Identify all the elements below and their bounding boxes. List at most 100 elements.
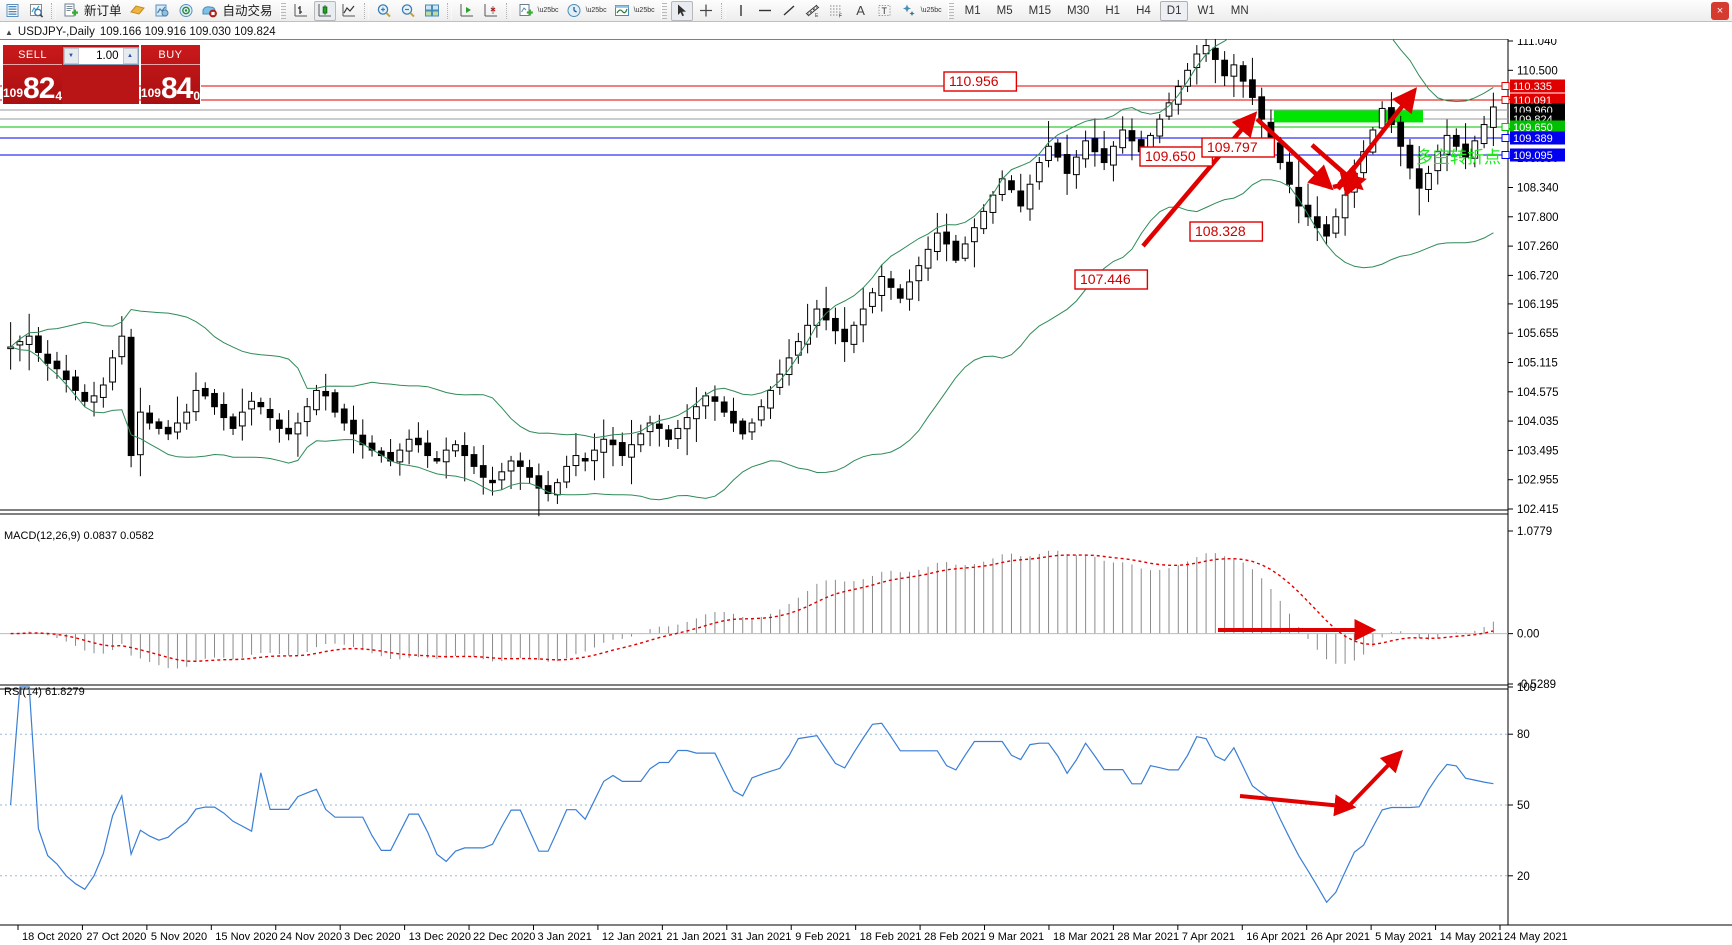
price-tick-label: 102.415 <box>1517 504 1559 516</box>
candle <box>248 400 255 410</box>
candle <box>452 444 459 452</box>
toolbar-grip[interactable] <box>279 2 286 19</box>
volume-stepper[interactable]: ▼ 1.00 ▲ <box>62 45 139 104</box>
fibonacci-icon[interactable]: F <box>826 1 848 21</box>
candle <box>971 227 978 243</box>
candle <box>1434 151 1442 172</box>
line-chart-icon[interactable] <box>338 1 360 21</box>
volume-value[interactable]: 1.00 <box>96 50 119 62</box>
close-icon[interactable]: × <box>1711 1 1729 20</box>
candle <box>655 423 663 429</box>
candle <box>1045 145 1052 161</box>
timeframe-d1[interactable]: D1 <box>1159 0 1189 21</box>
toolbar-grip-2[interactable] <box>660 2 667 19</box>
candle <box>989 194 997 213</box>
cursor-icon[interactable] <box>670 0 693 21</box>
timeframe-m1[interactable]: M1 <box>964 4 981 17</box>
rsi-label-group: RSI(14) 61.8279 <box>4 686 85 698</box>
chart-shift-icon[interactable] <box>480 1 502 21</box>
timeframe-m15[interactable]: M15 <box>1028 4 1051 17</box>
bar-chart-icon[interactable] <box>290 1 312 21</box>
candle <box>1258 96 1266 120</box>
timeframe-h4[interactable]: H4 <box>1136 4 1151 17</box>
rsi-axis[interactable]: 100 80 50 20 <box>0 682 1536 883</box>
candle <box>294 422 302 435</box>
trendline-icon[interactable] <box>778 1 800 21</box>
candlestick-chart-icon[interactable] <box>313 0 336 21</box>
candle <box>257 401 265 408</box>
label-icon[interactable]: T <box>874 1 896 21</box>
chart-annotations[interactable]: 110.956 109.650 109.797 108.328 107.446 多空转折点 <box>943 71 1501 290</box>
macd-tick-label: 1.0779 <box>1517 526 1552 538</box>
new-order-icon[interactable] <box>60 1 82 21</box>
shapes-icon[interactable] <box>898 1 920 21</box>
sell-button[interactable]: SELL 109 82 4 <box>3 45 63 104</box>
price-tag[interactable] <box>1510 120 1565 134</box>
equidistant-channel-icon[interactable]: E <box>802 1 824 21</box>
bollinger-upper <box>10 39 1494 439</box>
date-tick-label: 27 Oct 2020 <box>86 931 146 943</box>
buy-button[interactable]: BUY 109 84 0 <box>140 45 200 104</box>
macd-histogram <box>19 550 1494 669</box>
tile-windows-icon[interactable] <box>421 1 443 21</box>
price-tag-group[interactable]: 110.335110.091109.960109.824109.650109.3… <box>1510 79 1565 163</box>
indicators-icon[interactable] <box>611 1 633 21</box>
macd-tick-label: -0.5289 <box>1517 679 1556 691</box>
price-tag[interactable] <box>1510 148 1565 162</box>
candle <box>303 406 311 423</box>
new-chart-dropdown-icon[interactable]: \u25bc <box>537 7 559 14</box>
volume-increase-icon[interactable]: ▲ <box>122 48 138 64</box>
macd-signal-line <box>10 554 1494 663</box>
price-tag[interactable] <box>1510 131 1565 145</box>
date-tick-label: 18 Mar 2021 <box>1053 931 1115 943</box>
autotrade-label[interactable]: 自动交易 <box>222 3 273 18</box>
candle <box>1165 102 1173 117</box>
timeframe-mn[interactable]: MN <box>1230 4 1249 17</box>
crosshair-icon[interactable] <box>695 1 717 21</box>
candle <box>1471 140 1479 159</box>
candle <box>1425 172 1432 190</box>
price-tag[interactable] <box>1510 93 1565 107</box>
timeframe-w1[interactable]: W1 <box>1197 4 1215 17</box>
vertical-line-icon[interactable] <box>730 1 752 21</box>
indicators-dropdown-icon[interactable]: \u25bc <box>633 7 655 14</box>
zoom-out-icon[interactable] <box>397 1 419 21</box>
horizontal-line-icon[interactable] <box>754 1 776 21</box>
timeframe-m30[interactable]: M30 <box>1067 4 1090 17</box>
candle <box>25 335 33 345</box>
macd-axis[interactable]: 1.0779 0.00 -0.5289 <box>1508 526 1556 691</box>
expert-advisors-icon[interactable] <box>127 1 149 21</box>
zoom-in-icon[interactable] <box>373 1 395 21</box>
timeframe-h1[interactable]: H1 <box>1105 4 1121 17</box>
text-icon[interactable]: A <box>856 3 865 18</box>
navigator-icon[interactable] <box>175 1 197 21</box>
date-axis[interactable]: 18 Oct 2020 27 Oct 2020 5 Nov 2020 15 Nov 2… <box>17 925 1568 943</box>
candle <box>618 442 626 457</box>
chart-canvas[interactable]: 111.040110.500109.960109.420108.880108.3… <box>0 39 1732 945</box>
date-tick-label: 14 May 2021 <box>1440 931 1504 943</box>
price-tick-label: 106.195 <box>1517 299 1559 311</box>
timeframe-m5[interactable]: M5 <box>996 4 1013 17</box>
toolbar-grip-3[interactable] <box>947 2 954 19</box>
period-icon[interactable] <box>563 1 585 21</box>
rsi-tick-label: 50 <box>1517 800 1530 812</box>
volume-input[interactable]: ▼ 1.00 ▲ <box>62 47 139 65</box>
collapse-triangle-icon[interactable]: ▲ <box>5 27 13 37</box>
shapes-dropdown-icon[interactable]: \u25bc <box>920 7 942 14</box>
candlestick-series[interactable] <box>7 39 1497 517</box>
autotrade-icon[interactable] <box>199 1 221 21</box>
new-chart-icon[interactable] <box>515 1 537 21</box>
volume-decrease-icon[interactable]: ▼ <box>63 48 79 64</box>
sell-label: SELL <box>3 45 63 65</box>
strategy-tester-icon[interactable] <box>151 1 173 21</box>
market-watch-icon[interactable] <box>1 1 23 21</box>
period-dropdown-icon[interactable]: \u25bc <box>585 7 607 14</box>
one-click-trading-panel[interactable]: SELL 109 82 4 ▼ 1.00 ▲ BUY 109 84 0 <box>2 44 201 105</box>
new-order-label[interactable]: 新订单 <box>84 3 122 18</box>
auto-scroll-icon[interactable] <box>456 1 478 21</box>
data-window-icon[interactable] <box>25 1 47 21</box>
rsi-arrows[interactable] <box>1239 749 1404 817</box>
price-tag[interactable] <box>1510 79 1565 93</box>
date-tick-label: 24 May 2021 <box>1504 931 1568 943</box>
candle <box>164 426 172 435</box>
